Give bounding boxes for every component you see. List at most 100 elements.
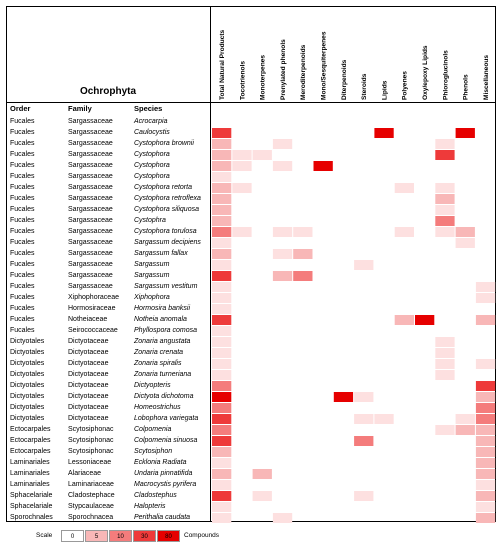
heat-cell (293, 249, 313, 259)
row-species: Sargassum decipiens (134, 239, 201, 246)
row-species: Zonaria turneriana (134, 371, 192, 378)
heat-cell (272, 249, 293, 259)
table-row: Fucales Sargassaceae Cystophora torulosa (6, 226, 210, 237)
row-family: Alariaceae (68, 470, 102, 477)
table-row: Fucales Sargassaceae Cystophora (6, 149, 210, 160)
table-row: Ectocarpales Scytosiphonac Scytosiphon (6, 446, 210, 457)
heat-cell (354, 414, 374, 424)
table-row: Fucales Seirococcaceae Phyllospora comosa (6, 325, 210, 336)
row-order: Fucales (10, 162, 35, 169)
heat-cell (475, 491, 496, 501)
row-species: Cystophora siliquosa (134, 206, 199, 213)
row-order: Ectocarpales (10, 426, 51, 433)
column-label: Oxy/epoxy Lipids (422, 45, 429, 100)
table-row: Laminariales Alariaceae Undaria pinnatifid… (6, 468, 210, 479)
heat-cell (475, 480, 496, 490)
row-order: Fucales (10, 206, 35, 213)
row-family: Dictyotaceae (68, 382, 109, 389)
row-family: Sporochnacea (68, 514, 114, 521)
row-family: Scytosiphonac (68, 437, 114, 444)
row-family: Sargassaceae (68, 151, 113, 158)
row-family: Cladostephace (68, 492, 115, 499)
heat-cell (475, 381, 496, 391)
phylum-title: Ochrophyta (79, 86, 137, 97)
row-order: Laminariales (10, 470, 50, 477)
row-family: Sargassaceae (68, 140, 113, 147)
row-family: Sargassaceae (68, 195, 113, 202)
heat-cell (212, 381, 232, 391)
row-species: Acrocarpia (134, 118, 168, 125)
row-family: Sargassaceae (68, 283, 113, 290)
heat-cell (435, 359, 455, 369)
row-family: Sargassaceae (68, 217, 113, 224)
row-species: Sargassum fallax (134, 250, 188, 257)
heat-cell (475, 315, 496, 325)
heat-cell (212, 480, 232, 490)
heat-cell (212, 491, 232, 501)
row-order: Sphacelariale (10, 503, 53, 510)
heat-cell (212, 337, 232, 347)
heat-cell (475, 469, 496, 479)
row-family: Dictyotaceae (68, 349, 109, 356)
heat-cell (212, 161, 232, 171)
row-species: Cystophora torulosa (134, 228, 197, 235)
row-order: Sporochnales (10, 514, 53, 521)
table-row: Fucales Sargassaceae Sargassum (6, 270, 210, 281)
row-species: Cystophora retorta (134, 184, 192, 191)
row-order: Fucales (10, 228, 35, 235)
table-row: Fucales Sargassaceae Sargassum vestitum (6, 281, 210, 292)
heat-cell (475, 392, 496, 402)
heat-cell (212, 271, 232, 281)
legend-bin: 0 (61, 530, 84, 542)
heat-cell (232, 227, 252, 237)
row-family: Dictyotaceae (68, 360, 109, 367)
heat-cell (212, 150, 232, 160)
table-row: Fucales Sargassaceae Cystophora (6, 160, 210, 171)
heat-cell (475, 502, 496, 512)
row-species: Colpomenia sinuosa (134, 437, 198, 444)
row-family: Sargassaceae (68, 184, 113, 191)
row-family: Scytosiphonac (68, 426, 114, 433)
table-row: Fucales Sargassaceae Acrocarpia (6, 116, 210, 127)
row-species: Halopteris (134, 503, 166, 510)
row-order: Fucales (10, 195, 35, 202)
table-row: Sphacelariale Cladostephace Cladostephus (6, 490, 210, 501)
row-family: Sargassaceae (68, 272, 113, 279)
table-row: Fucales Sargassaceae Cystophora retorta (6, 182, 210, 193)
heat-cell (232, 161, 252, 171)
heat-cell (374, 414, 394, 424)
column-label: Lipids (381, 80, 388, 100)
row-family: Scytosiphonac (68, 448, 114, 455)
heat-cell (212, 260, 232, 270)
row-family: Dictyotaceae (68, 393, 109, 400)
row-order: Dictyotales (10, 404, 45, 411)
heat-cell (212, 128, 232, 138)
row-species: Colpomenia (134, 426, 172, 433)
row-species: Phyllospora comosa (134, 327, 198, 334)
row-order: Dictyotales (10, 415, 45, 422)
heat-cell (212, 282, 232, 292)
row-species: Dictyopteris (134, 382, 171, 389)
header-species: Species (134, 104, 163, 113)
heat-cell (475, 282, 496, 292)
heat-cell (212, 403, 232, 413)
table-row: Fucales Sargassaceae Cystophora siliquosa (6, 204, 210, 215)
table-row: Sphacelariale Stypcaulaceae Halopteris (6, 501, 210, 512)
row-species: Ecklonia Radiata (134, 459, 187, 466)
heat-cell (475, 447, 496, 457)
table-row: Fucales Hormosiraceae Hormosira banksii (6, 303, 210, 314)
table-row: Fucales Sargassaceae Cystophora retroflexa (6, 193, 210, 204)
header-divider (6, 102, 496, 103)
row-family: Notheiaceae (68, 316, 108, 323)
heat-cell (212, 502, 232, 512)
table-row: Dictyotales Dictyotaceae Zonaria turnerian… (6, 369, 210, 380)
row-family: Sargassaceae (68, 118, 113, 125)
column-label: Phloroglucinols (442, 50, 449, 100)
column-label: Polyenes (402, 71, 409, 100)
heat-cell (212, 425, 232, 435)
heat-cell (212, 183, 232, 193)
row-family: Dictyotaceae (68, 404, 109, 411)
heat-cell (212, 513, 232, 523)
heat-cell (475, 425, 496, 435)
row-order: Ectocarpales (10, 437, 51, 444)
